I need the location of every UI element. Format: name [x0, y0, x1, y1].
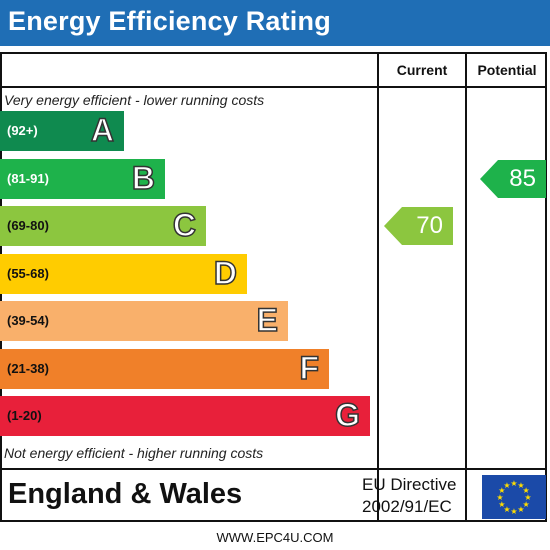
divider-current-column	[377, 52, 379, 522]
footer-divider	[0, 468, 547, 470]
current-rating-arrow: 70	[384, 207, 453, 245]
divider-potential-column	[465, 52, 467, 522]
eu-directive: EU Directive 2002/91/EC	[362, 474, 456, 518]
band-range-label: (92+)	[7, 123, 38, 138]
eu-star-icon: ★	[503, 505, 510, 514]
band-range-label: (81-91)	[7, 171, 49, 186]
band-letter-label: E	[256, 301, 279, 339]
band-range-label: (39-54)	[7, 313, 49, 328]
title-bar: Energy Efficiency Rating	[0, 0, 550, 46]
potential-rating-arrow: 85	[480, 160, 546, 198]
eu-star-icon: ★	[510, 479, 517, 488]
current-rating-arrow-shape	[384, 207, 453, 245]
eu-flag-icon: ★ ★ ★ ★ ★ ★ ★ ★ ★ ★ ★ ★	[482, 475, 546, 519]
eu-directive-title: EU Directive	[362, 475, 457, 494]
band-range-label: (69-80)	[7, 218, 49, 233]
band-c: (69-80) C	[0, 206, 206, 246]
current-rating-arrow-value: 70	[416, 212, 443, 239]
country-label: England & Wales	[8, 478, 243, 510]
eu-star-icon: ★	[496, 493, 503, 502]
eu-star-icon: ★	[523, 500, 530, 509]
band-d: (55-68) D	[0, 254, 247, 294]
band-letter-label: A	[90, 111, 115, 149]
band-e: (39-54) E	[0, 301, 288, 341]
band-range-label: (21-38)	[7, 361, 49, 376]
potential-rating-arrow-value: 85	[509, 165, 536, 192]
band-g: (1-20) G	[0, 396, 370, 436]
band-b: (81-91) B	[0, 159, 165, 199]
inefficient-note: Not energy efficient - higher running co…	[4, 445, 264, 461]
band-letter-label: D	[213, 254, 238, 292]
band-f: (21-38) F	[0, 349, 329, 389]
potential-column-header: Potential	[477, 62, 537, 78]
band-range-label: (1-20)	[7, 408, 42, 423]
band-letter-label: C	[172, 206, 197, 244]
current-column-header: Current	[396, 62, 448, 78]
band-letter-label: F	[299, 349, 320, 387]
eu-star-icon: ★	[517, 481, 524, 490]
eu-directive-number: 2002/91/EC	[362, 497, 452, 516]
efficient-note: Very energy efficient - lower running co…	[4, 92, 265, 108]
band-range-label: (55-68)	[7, 266, 49, 281]
website-footer: WWW.EPC4U.COM	[216, 530, 334, 545]
eu-star-icon: ★	[517, 505, 524, 514]
header-divider	[0, 86, 547, 88]
eu-stars-icon: ★ ★★★★★★★★★★★	[496, 479, 531, 516]
eu-star-icon: ★	[524, 493, 531, 502]
eu-star-icon: ★	[510, 507, 517, 516]
band-a: (92+) A	[0, 111, 124, 151]
eu-star-icon: ★	[498, 486, 505, 495]
eu-star-icon: ★	[523, 486, 530, 495]
band-letter-label: B	[131, 159, 156, 197]
eu-star-icon: ★	[498, 500, 505, 509]
chart-title: Energy Efficiency Rating	[8, 6, 331, 36]
band-letter-label: G	[334, 396, 360, 434]
potential-rating-arrow-shape	[480, 160, 546, 198]
eu-star-icon: ★	[503, 481, 510, 490]
